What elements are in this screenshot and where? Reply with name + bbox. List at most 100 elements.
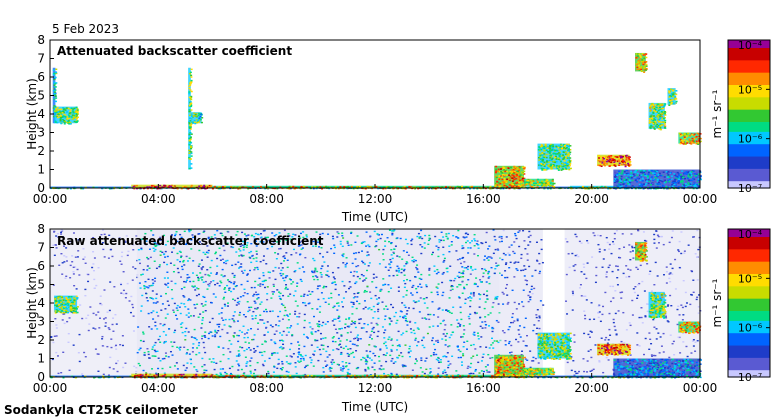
noise-speckle: [182, 364, 185, 367]
noise-speckle: [491, 330, 494, 333]
noise-speckle: [403, 286, 406, 289]
echo-pixel: [654, 120, 657, 123]
noise-speckle: [302, 295, 305, 297]
noise-speckle: [144, 280, 147, 283]
noise-speckle: [206, 256, 209, 258]
noise-speckle: [281, 366, 284, 369]
echo-pixel: [558, 149, 561, 151]
noise-speckle: [449, 279, 452, 282]
noise-speckle: [152, 302, 155, 304]
echo-pixel: [541, 152, 544, 155]
noise-speckle: [403, 304, 406, 306]
noise-speckle: [406, 251, 409, 254]
echo-pixel: [190, 167, 193, 169]
noise-speckle: [212, 280, 215, 282]
noise-speckle: [104, 322, 107, 324]
noise-speckle: [465, 283, 468, 286]
noise-speckle: [281, 318, 284, 320]
noise-speckle: [344, 264, 347, 266]
noise-speckle: [302, 357, 305, 360]
noise-speckle: [71, 255, 74, 257]
echo-pixel: [279, 186, 282, 189]
noise-speckle: [431, 253, 434, 256]
echo-pixel: [546, 179, 549, 181]
noise-speckle: [246, 361, 249, 363]
echo-pixel: [302, 185, 305, 188]
noise-speckle: [192, 236, 195, 239]
noise-speckle: [146, 269, 149, 271]
echo-pixel: [69, 110, 72, 113]
echo-pixel: [636, 53, 639, 55]
echo-pixel: [188, 133, 191, 135]
noise-speckle: [271, 352, 274, 355]
echo-pixel: [628, 162, 631, 164]
colorbar-segment: [728, 133, 770, 137]
noise-speckle: [132, 330, 135, 332]
noise-speckle: [345, 291, 348, 293]
noise-speckle: [423, 242, 426, 244]
echo-pixel: [189, 128, 192, 130]
echo-pixel: [659, 117, 662, 120]
noise-speckle: [153, 260, 156, 262]
echo-pixel: [625, 179, 628, 181]
noise-speckle: [320, 274, 323, 276]
noise-speckle: [155, 293, 158, 295]
noise-speckle: [437, 271, 440, 274]
noise-speckle: [422, 337, 425, 339]
echo-pixel: [670, 171, 673, 174]
colorbar-segment: [728, 138, 770, 142]
noise-speckle: [352, 322, 355, 324]
noise-speckle: [294, 366, 297, 368]
echo-pixel: [61, 116, 64, 118]
noise-speckle: [387, 290, 390, 293]
noise-speckle: [131, 279, 134, 281]
echo-pixel: [188, 114, 191, 117]
noise-speckle: [470, 267, 473, 269]
echo-pixel: [526, 187, 529, 190]
noise-speckle: [132, 244, 135, 246]
noise-speckle: [382, 278, 385, 280]
noise-speckle: [255, 293, 258, 296]
echo-pixel: [521, 166, 524, 169]
echo-pixel: [514, 182, 517, 185]
noise-speckle: [484, 366, 487, 368]
noise-speckle: [372, 273, 375, 276]
noise-speckle: [395, 311, 398, 314]
noise-speckle: [128, 300, 131, 302]
noise-speckle: [375, 276, 378, 278]
noise-speckle: [132, 315, 135, 317]
echo-pixel: [667, 171, 670, 173]
noise-speckle: [153, 280, 156, 282]
echo-pixel: [628, 179, 631, 181]
noise-speckle: [442, 355, 445, 358]
noise-speckle: [410, 240, 413, 242]
noise-speckle: [249, 364, 252, 367]
echo-pixel: [672, 95, 675, 98]
echo-pixel: [609, 156, 612, 158]
noise-speckle: [318, 246, 321, 248]
echo-pixel: [558, 152, 561, 155]
echo-pixel: [565, 153, 568, 156]
echo-pixel: [516, 173, 519, 175]
echo-pixel: [642, 173, 645, 175]
echo-pixel: [73, 107, 76, 110]
echo-pixel: [568, 164, 571, 167]
noise-speckle: [262, 280, 265, 283]
echo-pixel: [526, 179, 529, 182]
noise-speckle: [165, 334, 168, 336]
noise-speckle: [200, 327, 203, 329]
echo-pixel: [597, 154, 600, 157]
noise-speckle: [472, 291, 475, 294]
noise-speckle: [55, 324, 58, 326]
noise-speckle: [406, 310, 409, 312]
noise-speckle: [186, 352, 189, 354]
noise-speckle: [156, 243, 159, 245]
noise-speckle: [484, 316, 487, 318]
noise-speckle: [273, 366, 276, 368]
noise-speckle: [296, 323, 299, 325]
noise-speckle: [412, 261, 415, 263]
noise-speckle: [258, 277, 261, 280]
echo-pixel: [528, 183, 531, 185]
echo-pixel: [543, 165, 546, 167]
echo-pixel: [651, 118, 654, 121]
